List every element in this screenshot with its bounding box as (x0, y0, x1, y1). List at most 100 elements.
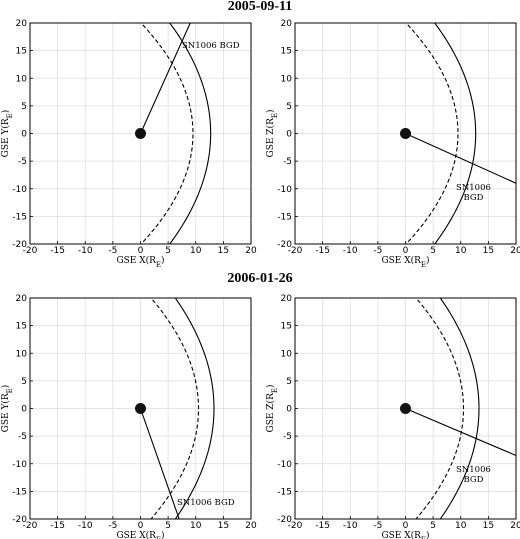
y-tick-label: -15 (277, 487, 292, 497)
y-tick-label: -5 (18, 432, 27, 442)
x-axis-label-sub: E (156, 261, 161, 269)
x-tick-label: 5 (430, 521, 436, 531)
y-tick-label: -15 (277, 212, 292, 222)
x-tick-label: -10 (78, 246, 93, 256)
x-tick-label: 15 (218, 521, 229, 531)
x-axis-label-sub: E (421, 261, 426, 269)
line-of-sight (139, 23, 191, 134)
x-tick-label: 0 (403, 246, 409, 256)
x-tick-label: -5 (108, 521, 117, 531)
x-axis-label-sub: E (156, 536, 161, 539)
y-axis-label-end: ) (265, 110, 276, 114)
y-tick-label: -10 (277, 460, 292, 470)
x-tick-label: 15 (483, 521, 494, 531)
y-axis-label-main: GSE Z(R (265, 393, 276, 433)
y-axis-label-main: GSE Z(R (265, 118, 276, 158)
y-axis-label-main: GSE Y(R (0, 393, 11, 432)
x-tick-label: -10 (343, 246, 358, 256)
x-tick-label: 10 (455, 521, 467, 531)
y-axis-label-sub: E (6, 388, 14, 393)
y-tick-label: -20 (12, 515, 27, 525)
y-axis-label-main: GSE Y(R (0, 118, 11, 157)
x-tick-label: 15 (218, 246, 229, 256)
annotation-text: SN1006 (456, 465, 491, 475)
y-tick-label: 15 (281, 322, 292, 332)
x-axis-label-main: GSE X(R (381, 530, 421, 539)
x-tick-label: 10 (455, 246, 467, 256)
y-tick-label: 5 (21, 377, 27, 387)
line-of-sight (405, 132, 516, 184)
y-axis-label: GSE Y(RE) (0, 110, 14, 158)
annotation-text: SN1006 BGD (177, 498, 235, 508)
y-tick-label: 10 (16, 349, 28, 359)
x-axis-label-main: GSE X(R (116, 530, 156, 539)
y-tick-label: -20 (277, 515, 292, 525)
y-axis-label-sub: E (271, 388, 279, 393)
line-of-sight (405, 407, 516, 456)
y-axis-label: GSE Z(RE) (265, 110, 279, 158)
x-tick-label: -15 (315, 246, 330, 256)
earth-marker (400, 128, 411, 139)
x-tick-label: 5 (165, 521, 171, 531)
x-tick-label: 5 (165, 246, 171, 256)
y-tick-label: 5 (21, 102, 27, 112)
y-tick-label: 0 (286, 130, 292, 140)
earth-marker (135, 128, 146, 139)
x-tick-label: -5 (373, 521, 382, 531)
y-tick-label: 10 (281, 74, 293, 84)
earth-marker (135, 403, 146, 414)
x-tick-label: 10 (190, 521, 202, 531)
y-axis-label-sub: E (271, 113, 279, 118)
annotation-text: BGD (463, 475, 483, 485)
y-axis-label-end: ) (0, 385, 11, 389)
x-tick-label: -5 (108, 246, 117, 256)
x-tick-label: 0 (138, 521, 144, 531)
line-of-sight (139, 408, 180, 519)
x-tick-label: 20 (510, 246, 520, 256)
earth-marker (400, 403, 411, 414)
magnetopause-curve (140, 23, 194, 244)
x-tick-label: 10 (190, 246, 202, 256)
x-axis-label-end: ) (161, 255, 165, 266)
y-axis-label-end: ) (0, 110, 11, 114)
x-axis-label: GSE X(RE) (381, 530, 429, 539)
plot-area: SN1006 BGD (135, 298, 235, 519)
x-tick-label: 20 (245, 246, 257, 256)
x-tick-label: -15 (50, 246, 65, 256)
x-axis-label: GSE X(RE) (381, 255, 429, 269)
y-tick-label: 0 (21, 405, 27, 415)
y-tick-label: 10 (16, 74, 28, 84)
magnetopause-curve (405, 23, 459, 244)
y-tick-label: -10 (277, 185, 292, 195)
panel-1: SN1006 BGD -20 -15 -10 -5 0 5 10 15 20 -20 -15 -10 -5… (0, 19, 257, 269)
row-title-2: 2006-01-26 (227, 271, 293, 286)
y-tick-label: -20 (277, 240, 292, 250)
y-tick-label: 15 (16, 47, 27, 57)
y-axis-label: GSE Y(RE) (0, 385, 14, 433)
y-tick-label: -15 (12, 487, 27, 497)
x-tick-label: -15 (50, 521, 65, 531)
y-tick-label: 20 (281, 294, 293, 304)
x-tick-label: -10 (343, 521, 358, 531)
annotation-text: BGD (463, 193, 483, 203)
x-tick-label: -5 (373, 246, 382, 256)
bow-shock-curve (174, 298, 215, 519)
x-tick-label: -10 (78, 521, 93, 531)
y-tick-label: -5 (283, 432, 292, 442)
y-tick-label: 20 (16, 294, 28, 304)
y-tick-label: 0 (21, 130, 27, 140)
y-tick-label: 20 (281, 19, 293, 29)
y-axis-label-end: ) (265, 385, 276, 389)
x-tick-label: 0 (403, 521, 409, 531)
y-tick-label: 5 (286, 102, 292, 112)
x-axis-label-end: ) (426, 530, 430, 539)
y-tick-label: -15 (12, 212, 27, 222)
y-tick-label: 10 (281, 349, 293, 359)
x-tick-label: -20 (288, 246, 303, 256)
annotation-text: SN1006 BGD (182, 41, 240, 51)
plot-area: SN1006 BGD (135, 23, 240, 244)
annotation-text: SN1006 (456, 183, 491, 193)
y-tick-label: -5 (283, 157, 292, 167)
